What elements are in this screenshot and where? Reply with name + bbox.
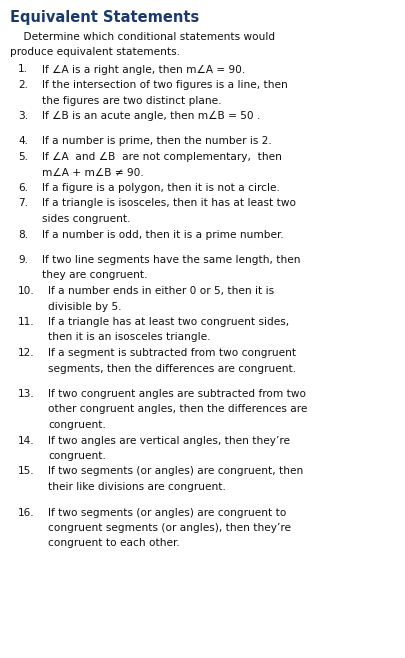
Text: If two segments (or angles) are congruent to: If two segments (or angles) are congruen… [48,507,286,517]
Text: 10.: 10. [18,286,35,296]
Text: congruent segments (or angles), then they’re: congruent segments (or angles), then the… [48,523,291,533]
Text: If two congruent angles are subtracted from two: If two congruent angles are subtracted f… [48,389,306,399]
Text: Equivalent Statements: Equivalent Statements [10,10,199,25]
Text: 13.: 13. [18,389,35,399]
Text: Determine which conditional statements would: Determine which conditional statements w… [10,32,275,41]
Text: 11.: 11. [18,317,34,327]
Text: If a number ends in either 0 or 5, then it is: If a number ends in either 0 or 5, then … [48,286,274,296]
Text: 15.: 15. [18,467,34,476]
Text: 12.: 12. [18,348,34,358]
Text: congruent to each other.: congruent to each other. [48,538,180,549]
Text: produce equivalent statements.: produce equivalent statements. [10,47,180,57]
Text: congruent.: congruent. [48,420,106,430]
Text: If a segment is subtracted from two congruent: If a segment is subtracted from two cong… [48,348,296,358]
Text: 14.: 14. [18,436,34,445]
Text: 16.: 16. [18,507,34,517]
Text: 2.: 2. [18,80,28,90]
Text: sides congruent.: sides congruent. [42,214,130,224]
Text: If a number is prime, then the number is 2.: If a number is prime, then the number is… [42,136,272,147]
Text: If ∠A  and ∠B  are not complementary,  then: If ∠A and ∠B are not complementary, then [42,152,282,162]
Text: 7.: 7. [18,199,28,209]
Text: segments, then the differences are congruent.: segments, then the differences are congr… [48,363,296,374]
Text: m∠A + m∠B ≠ 90.: m∠A + m∠B ≠ 90. [42,168,144,178]
Text: If the intersection of two figures is a line, then: If the intersection of two figures is a … [42,80,288,90]
Text: If a triangle is isosceles, then it has at least two: If a triangle is isosceles, then it has … [42,199,296,209]
Text: divisible by 5.: divisible by 5. [48,301,122,311]
Text: other congruent angles, then the differences are: other congruent angles, then the differe… [48,405,307,415]
Text: If a figure is a polygon, then it is not a circle.: If a figure is a polygon, then it is not… [42,183,280,193]
Text: they are congruent.: they are congruent. [42,270,147,280]
Text: 9.: 9. [18,255,28,265]
Text: 8.: 8. [18,230,28,240]
Text: If ∠A is a right angle, then m∠A = 90.: If ∠A is a right angle, then m∠A = 90. [42,64,245,74]
Text: If two segments (or angles) are congruent, then: If two segments (or angles) are congruen… [48,467,303,476]
Text: the figures are two distinct plane.: the figures are two distinct plane. [42,95,222,105]
Text: If two angles are vertical angles, then they’re: If two angles are vertical angles, then … [48,436,290,445]
Text: then it is an isosceles triangle.: then it is an isosceles triangle. [48,332,211,343]
Text: 1.: 1. [18,64,28,74]
Text: their like divisions are congruent.: their like divisions are congruent. [48,482,226,492]
Text: 3.: 3. [18,111,28,121]
Text: 6.: 6. [18,183,28,193]
Text: 5.: 5. [18,152,28,162]
Text: If ∠B is an acute angle, then m∠B = 50 .: If ∠B is an acute angle, then m∠B = 50 . [42,111,260,121]
Text: If a triangle has at least two congruent sides,: If a triangle has at least two congruent… [48,317,289,327]
Text: If two line segments have the same length, then: If two line segments have the same lengt… [42,255,301,265]
Text: If a number is odd, then it is a prime number.: If a number is odd, then it is a prime n… [42,230,284,240]
Text: congruent.: congruent. [48,451,106,461]
Text: 4.: 4. [18,136,28,147]
